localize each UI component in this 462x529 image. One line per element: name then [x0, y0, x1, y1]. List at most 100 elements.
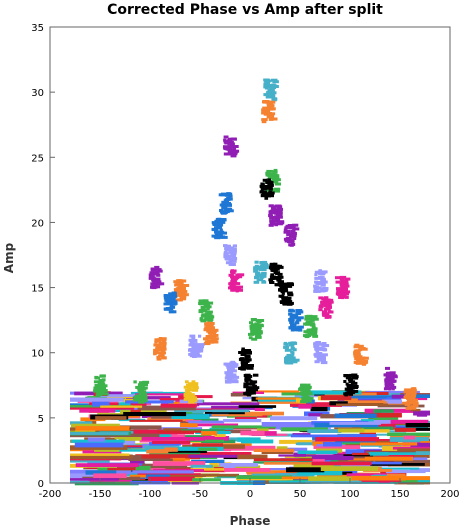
data-point [295, 316, 299, 320]
data-point [195, 354, 202, 358]
data-point [387, 432, 430, 437]
data-point [318, 296, 324, 300]
data-point [292, 227, 300, 231]
data-point [70, 454, 133, 460]
data-point [97, 381, 102, 385]
data-point [271, 117, 278, 121]
data-point [329, 421, 381, 425]
data-point [261, 451, 294, 454]
data-point [318, 269, 322, 273]
data-point [270, 273, 274, 277]
data-point [85, 470, 117, 475]
data-point [397, 448, 430, 452]
data-point [392, 446, 430, 450]
data-point [225, 374, 230, 378]
data-point [224, 210, 230, 214]
data-point [207, 314, 214, 318]
data-point [290, 434, 353, 438]
data-point [310, 406, 328, 412]
data-point [135, 454, 201, 460]
data-point [188, 338, 193, 342]
data-point [279, 284, 286, 288]
data-point [181, 297, 187, 301]
data-point [264, 79, 269, 83]
data-point [171, 480, 199, 485]
data-point [229, 281, 236, 285]
data-point [270, 268, 274, 272]
data-point [269, 262, 275, 266]
data-point [70, 432, 129, 435]
data-point [93, 473, 127, 478]
data-point [324, 307, 328, 311]
data-point [339, 283, 347, 287]
data-point [231, 369, 237, 373]
data-point [262, 266, 270, 270]
data-point [97, 388, 103, 392]
data-point [234, 416, 257, 421]
data-point [320, 466, 379, 471]
data-point [323, 296, 329, 300]
data-point [308, 413, 323, 417]
data-point [293, 464, 334, 469]
data-point [362, 356, 366, 360]
data-point [391, 373, 396, 377]
data-point [257, 319, 265, 322]
data-point [321, 297, 325, 301]
data-point [189, 343, 193, 347]
data-point [142, 380, 150, 384]
data-cluster [218, 192, 234, 215]
data-cluster [228, 269, 245, 293]
data-point [87, 396, 107, 399]
data-point [193, 353, 198, 357]
data-point [281, 427, 328, 432]
data-point [233, 285, 238, 289]
data-point [171, 301, 175, 305]
data-point [179, 282, 183, 286]
data-point [286, 467, 325, 473]
data-point [268, 181, 274, 185]
data-point [281, 291, 285, 295]
data-point [321, 359, 326, 362]
data-point [253, 266, 260, 270]
data-point [315, 286, 322, 290]
data-point [247, 358, 251, 362]
data-point [351, 376, 359, 380]
data-point [98, 394, 144, 397]
data-point [264, 84, 268, 88]
data-point [354, 357, 359, 361]
data-point [230, 275, 234, 279]
data-point [150, 267, 155, 271]
data-point [319, 304, 323, 308]
data-point [383, 387, 388, 391]
data-point [311, 461, 372, 466]
data-cluster [148, 265, 165, 290]
data-point [226, 365, 232, 369]
data-point [240, 353, 247, 356]
data-point [190, 394, 195, 398]
data-point [198, 447, 218, 451]
data-point [267, 174, 272, 178]
data-cluster [263, 78, 279, 102]
data-point [150, 282, 155, 286]
data-point [236, 475, 292, 479]
data-point [133, 398, 138, 402]
data-point [147, 476, 195, 481]
data-point [251, 473, 315, 478]
data-point [286, 361, 294, 365]
data-point [70, 397, 124, 402]
data-point [79, 408, 116, 413]
data-point [265, 189, 272, 193]
data-point [273, 173, 278, 177]
data-point [344, 295, 349, 299]
data-point [296, 318, 302, 322]
data-point [349, 373, 354, 377]
data-point [226, 145, 231, 149]
data-cluster [283, 341, 300, 365]
data-point [206, 335, 212, 339]
data-point [264, 194, 270, 197]
data-point [96, 390, 102, 394]
data-point [102, 386, 106, 390]
data-point [223, 138, 227, 142]
data-point [304, 334, 309, 338]
data-point [225, 363, 233, 367]
